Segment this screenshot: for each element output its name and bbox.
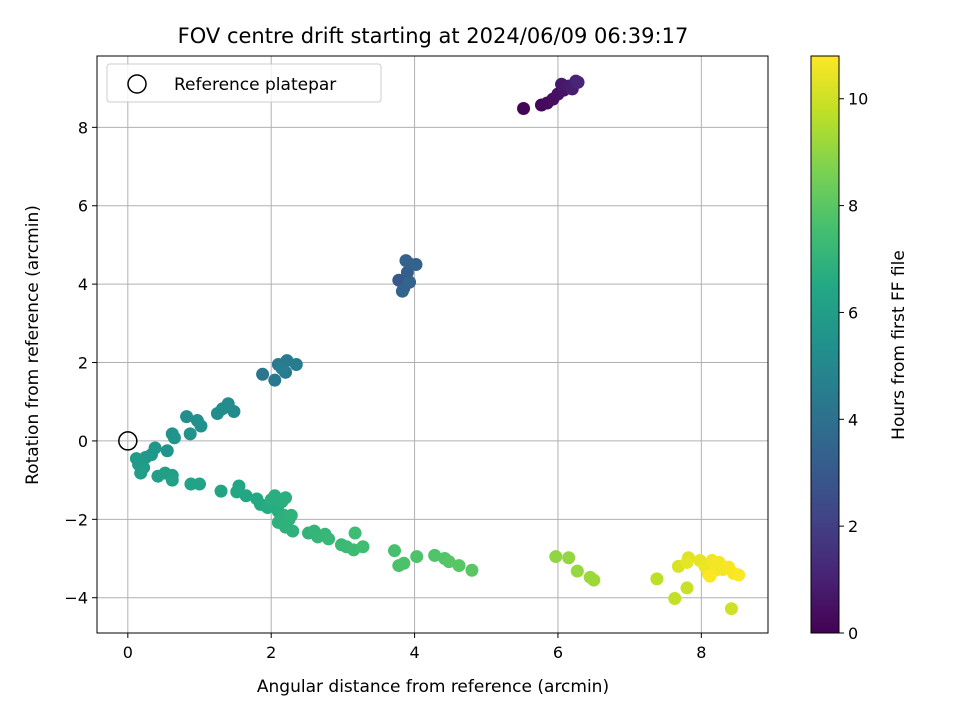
y-tick-label: 8 — [78, 118, 88, 137]
data-point — [160, 444, 174, 458]
plot-area — [96, 55, 769, 634]
data-point — [517, 102, 531, 116]
reference-platepar-marker — [118, 431, 138, 451]
y-tick-label: 6 — [78, 197, 88, 216]
data-point — [388, 544, 402, 558]
x-tick-label: 6 — [553, 643, 563, 662]
chart-title: FOV centre drift starting at 2024/06/09 … — [178, 24, 689, 48]
colorbar-tick-label: 2 — [848, 517, 858, 536]
data-point — [284, 508, 298, 522]
data-point — [650, 572, 664, 586]
data-point — [680, 581, 694, 595]
grid-lines — [97, 56, 768, 633]
y-tick-label: 2 — [78, 354, 88, 373]
data-point — [286, 524, 300, 538]
colorbar-ticks: 0 2 4 6 8 10 — [839, 90, 868, 643]
data-point — [279, 491, 293, 505]
data-point — [395, 284, 409, 298]
x-tick-label: 8 — [696, 643, 706, 662]
y-tick-label: −4 — [64, 589, 88, 608]
data-point — [403, 275, 417, 289]
colorbar-tick-label: 10 — [848, 90, 868, 109]
data-point — [193, 477, 207, 491]
data-point — [256, 367, 270, 381]
data-point — [587, 573, 601, 587]
data-point — [668, 592, 682, 606]
data-point — [356, 540, 370, 554]
data-point — [549, 550, 563, 564]
data-point — [268, 373, 282, 387]
data-point — [227, 405, 241, 419]
y-axis-label: Rotation from reference (arcmin) — [23, 205, 43, 485]
y-tick-label: 0 — [78, 432, 88, 451]
data-point — [409, 258, 423, 272]
data-point — [680, 555, 694, 569]
y-tick-label: 4 — [78, 275, 88, 294]
x-tick-label: 0 — [123, 643, 133, 662]
data-point — [167, 431, 181, 445]
x-axis-label: Angular distance from reference (arcmin) — [257, 677, 609, 697]
data-point — [428, 548, 442, 562]
legend: Reference platepar — [106, 63, 382, 103]
data-point — [410, 550, 424, 564]
data-point — [465, 563, 479, 577]
data-point — [724, 602, 738, 616]
legend-box — [106, 63, 382, 103]
data-point — [239, 489, 253, 503]
x-tick-label: 2 — [266, 643, 276, 662]
data-point — [397, 556, 411, 570]
colorbar-tick-label: 6 — [848, 303, 858, 322]
colorbar-tick-label: 8 — [848, 197, 858, 216]
data-point — [275, 361, 289, 375]
data-point — [289, 357, 303, 371]
data-point — [194, 419, 208, 433]
y-ticks: −4 −2 0 2 4 6 8 — [64, 118, 97, 608]
data-point — [442, 555, 456, 569]
data-point — [322, 532, 336, 546]
colorbar-label: Hours from first FF file — [889, 250, 909, 440]
data-point — [570, 564, 584, 578]
axes-frame — [96, 55, 769, 634]
data-point — [732, 568, 746, 582]
data-point — [703, 569, 717, 583]
legend-label: Reference platepar — [174, 75, 336, 95]
legend-marker — [127, 74, 147, 94]
x-ticks: 0 2 4 6 8 — [123, 633, 706, 662]
data-point — [165, 473, 179, 487]
data-point — [348, 526, 362, 540]
data-point — [134, 466, 148, 480]
colorbar-gradient — [810, 55, 840, 634]
colorbar-tick-label: 0 — [848, 624, 858, 643]
data-point — [571, 75, 585, 89]
data-point — [562, 551, 576, 565]
colorbar-tick-label: 4 — [848, 410, 858, 429]
colorbar: 0 2 4 6 8 10 Hours from first FF file — [810, 55, 909, 643]
x-tick-label: 4 — [409, 643, 419, 662]
data-point — [210, 406, 224, 420]
y-tick-label: −2 — [64, 510, 88, 529]
data-point — [214, 484, 228, 498]
data-point — [399, 254, 413, 268]
data-point — [180, 410, 194, 424]
data-points — [129, 74, 746, 616]
axes-background — [97, 56, 768, 633]
data-point — [183, 427, 197, 441]
data-point — [452, 559, 466, 573]
